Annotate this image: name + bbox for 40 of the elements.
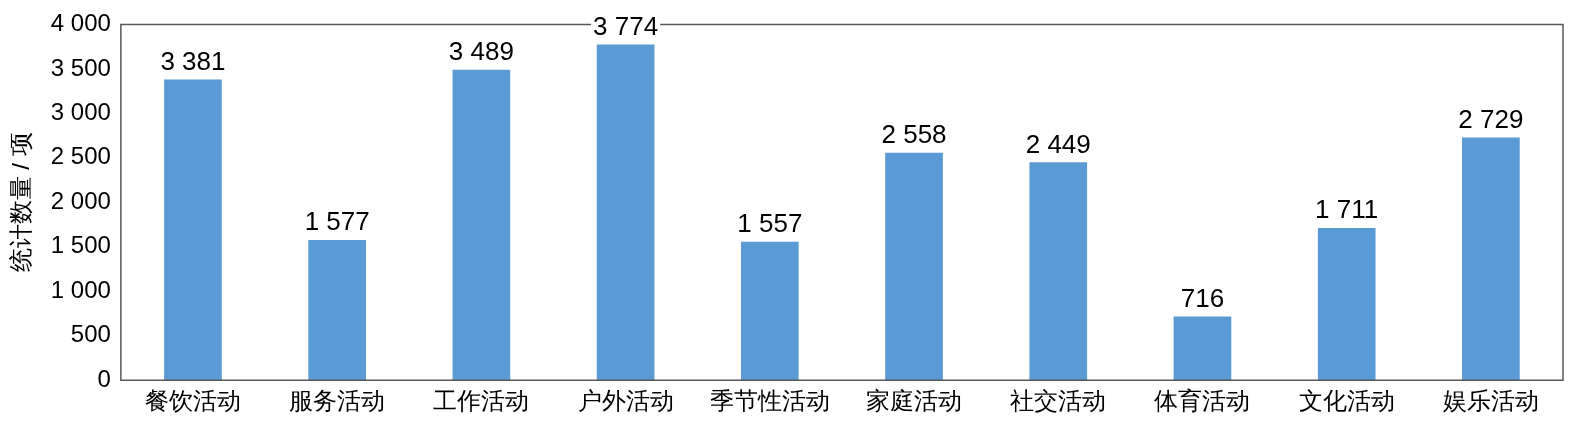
bar <box>596 44 655 381</box>
y-tick-label: 4 000 <box>50 9 111 37</box>
x-tick-label: 社交活动 <box>1010 387 1107 415</box>
data-label: 2 449 <box>1025 128 1091 159</box>
data-label: 3 489 <box>448 36 514 67</box>
data-label: 2 558 <box>881 118 947 149</box>
bar <box>885 152 943 381</box>
y-axis-title: 统计数量 / 项 <box>7 132 35 273</box>
data-label: 1 557 <box>737 207 803 238</box>
x-tick-label: 餐饮活动 <box>144 387 241 415</box>
x-tick-label: 服务活动 <box>289 387 386 415</box>
x-tick-label: 工作活动 <box>433 387 530 415</box>
x-tick-label: 季节性活动 <box>709 387 830 415</box>
x-tick-label: 体育活动 <box>1154 387 1251 415</box>
y-tick-label: 3 500 <box>50 53 111 81</box>
x-tick-label: 户外活动 <box>577 387 674 415</box>
bar <box>308 239 367 381</box>
bar <box>1029 162 1088 381</box>
x-tick-label: 文化活动 <box>1298 387 1395 415</box>
data-label: 3 381 <box>160 45 226 76</box>
bar <box>452 69 511 381</box>
y-tick-label: 2 500 <box>50 142 111 170</box>
y-tick-label: 1 000 <box>50 275 111 303</box>
y-tick-label: 1 500 <box>50 231 111 259</box>
y-tick-label: 0 <box>97 364 111 392</box>
bar <box>164 79 222 381</box>
y-tick-label: 2 000 <box>50 186 111 214</box>
bar <box>1173 316 1232 381</box>
x-tick-label: 家庭活动 <box>866 387 963 415</box>
data-label: 1 711 <box>1315 194 1379 225</box>
data-label: 3 774 <box>593 10 659 41</box>
bar <box>740 241 799 381</box>
bar <box>1462 137 1520 381</box>
data-label: 2 729 <box>1458 103 1524 134</box>
x-tick-label: 娱乐活动 <box>1442 387 1539 415</box>
data-label: 716 <box>1180 282 1225 313</box>
y-tick-label: 500 <box>70 320 111 348</box>
y-tick-label: 3 000 <box>50 97 111 125</box>
bar <box>1317 228 1376 381</box>
data-label: 1 577 <box>304 206 370 237</box>
